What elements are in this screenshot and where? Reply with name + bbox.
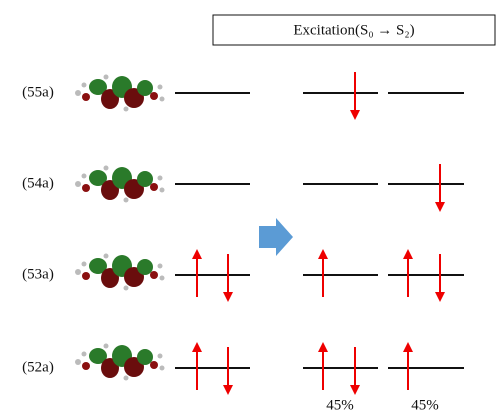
levels (175, 93, 464, 368)
molecules (75, 75, 165, 381)
percent-label: 45% (411, 397, 439, 413)
header-title: Excitation(S₀ → S₂) (293, 22, 414, 38)
orbital-labels: (55a) (54a) (53a) (52a) (22, 84, 54, 375)
diagram: Excitation(S₀ → S₂) (55a) (54a) (53a) (5… (0, 0, 498, 416)
orbital-label: (52a) (22, 359, 54, 375)
orbital-label: (53a) (22, 266, 54, 282)
percent-label: 45% (326, 397, 354, 413)
electron-arrows (197, 72, 440, 390)
transition-arrow (259, 218, 293, 256)
orbital-label: (54a) (22, 175, 54, 191)
orbital-label: (55a) (22, 84, 54, 100)
